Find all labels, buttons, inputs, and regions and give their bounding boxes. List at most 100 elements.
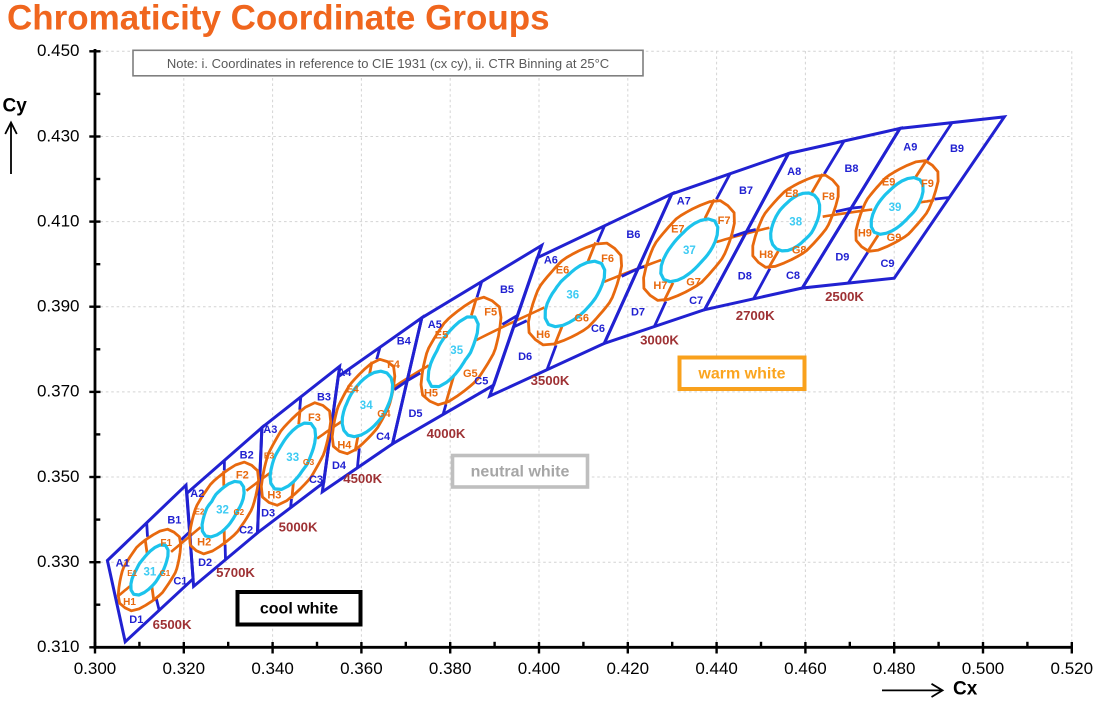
svg-text:F2: F2	[236, 470, 249, 482]
svg-text:C9: C9	[880, 258, 894, 270]
svg-text:H6: H6	[536, 329, 550, 341]
svg-text:B2: B2	[240, 450, 254, 462]
svg-text:6500K: 6500K	[153, 617, 192, 632]
svg-text:F3: F3	[308, 412, 321, 424]
svg-text:warm white: warm white	[697, 366, 785, 383]
svg-text:B5: B5	[500, 284, 514, 296]
svg-text:A2: A2	[190, 488, 204, 500]
svg-text:E4: E4	[346, 385, 359, 396]
svg-text:0.400: 0.400	[518, 659, 561, 678]
svg-text:B1: B1	[167, 515, 181, 527]
svg-text:0.380: 0.380	[429, 659, 472, 678]
svg-text:0.420: 0.420	[607, 659, 650, 678]
svg-text:D2: D2	[198, 557, 212, 569]
svg-text:33: 33	[286, 452, 299, 464]
svg-text:Cx: Cx	[953, 678, 978, 698]
svg-text:0.300: 0.300	[74, 659, 117, 678]
svg-text:0.430: 0.430	[37, 126, 80, 145]
svg-text:3500K: 3500K	[531, 373, 570, 388]
svg-text:Cy: Cy	[3, 96, 28, 117]
svg-text:G3: G3	[303, 457, 315, 467]
svg-text:0.520: 0.520	[1051, 659, 1093, 678]
svg-text:4500K: 4500K	[343, 471, 382, 486]
svg-text:H8: H8	[759, 249, 773, 261]
svg-text:Note: i. Coordinates in refere: Note: i. Coordinates in reference to CIE…	[167, 56, 609, 71]
svg-text:D6: D6	[518, 351, 532, 363]
svg-text:D3: D3	[261, 507, 275, 519]
svg-text:2700K: 2700K	[736, 308, 775, 323]
svg-text:31: 31	[144, 566, 157, 578]
svg-text:E6: E6	[556, 265, 569, 277]
svg-text:C1: C1	[173, 575, 187, 587]
svg-text:Chromaticity Coordinate Groups: Chromaticity Coordinate Groups	[7, 0, 550, 38]
svg-text:H2: H2	[197, 536, 211, 548]
svg-text:F4: F4	[387, 359, 401, 371]
svg-text:0.480: 0.480	[873, 659, 916, 678]
svg-text:E1: E1	[127, 569, 137, 578]
svg-text:5000K: 5000K	[279, 519, 318, 534]
svg-text:G4: G4	[377, 409, 391, 420]
svg-text:E2: E2	[195, 507, 205, 516]
svg-text:G5: G5	[463, 368, 478, 380]
svg-text:C7: C7	[689, 295, 703, 307]
svg-text:B8: B8	[844, 163, 858, 175]
svg-text:E3: E3	[264, 451, 275, 461]
svg-text:F9: F9	[921, 178, 934, 190]
svg-text:G7: G7	[686, 276, 701, 288]
svg-text:F7: F7	[718, 215, 731, 227]
svg-text:38: 38	[789, 217, 802, 229]
svg-text:0.330: 0.330	[37, 552, 80, 571]
svg-text:E5: E5	[435, 330, 448, 342]
svg-text:F6: F6	[601, 253, 614, 265]
svg-text:D5: D5	[408, 408, 422, 420]
svg-text:C2: C2	[239, 524, 253, 536]
svg-text:A1: A1	[116, 558, 130, 570]
svg-text:0.390: 0.390	[37, 297, 80, 316]
svg-text:H5: H5	[424, 388, 438, 400]
svg-text:B7: B7	[739, 185, 753, 197]
svg-text:G6: G6	[574, 313, 589, 325]
svg-text:F8: F8	[822, 191, 835, 203]
svg-text:A4: A4	[337, 367, 352, 379]
svg-text:G1: G1	[160, 569, 171, 578]
svg-text:F1: F1	[160, 538, 172, 549]
svg-text:2500K: 2500K	[825, 289, 864, 304]
svg-text:0.460: 0.460	[784, 659, 827, 678]
svg-text:0.440: 0.440	[695, 659, 738, 678]
svg-text:A9: A9	[903, 141, 917, 153]
svg-text:0.340: 0.340	[251, 659, 294, 678]
svg-text:34: 34	[360, 400, 373, 412]
svg-text:H1: H1	[123, 597, 136, 608]
svg-text:D9: D9	[835, 251, 849, 263]
svg-text:C8: C8	[786, 270, 800, 282]
svg-text:0.410: 0.410	[37, 211, 80, 230]
svg-text:D7: D7	[631, 307, 645, 319]
svg-text:B4: B4	[397, 336, 412, 348]
svg-text:B9: B9	[950, 143, 964, 155]
svg-text:C6: C6	[591, 323, 605, 335]
svg-text:neutral white: neutral white	[471, 464, 570, 481]
svg-text:A8: A8	[787, 166, 801, 178]
svg-text:0.310: 0.310	[37, 637, 80, 656]
svg-text:G8: G8	[792, 245, 807, 257]
svg-text:39: 39	[889, 202, 902, 214]
svg-text:36: 36	[566, 289, 579, 301]
svg-text:5700K: 5700K	[216, 565, 255, 580]
svg-text:0.450: 0.450	[37, 41, 80, 60]
svg-text:cool white: cool white	[260, 601, 338, 618]
svg-text:35: 35	[450, 345, 463, 357]
svg-text:0.370: 0.370	[37, 382, 80, 401]
svg-text:F5: F5	[484, 307, 497, 319]
svg-text:32: 32	[216, 505, 229, 517]
svg-text:H4: H4	[337, 439, 352, 451]
svg-text:H3: H3	[267, 490, 281, 502]
svg-text:C3: C3	[309, 474, 323, 486]
svg-text:E8: E8	[785, 188, 798, 200]
svg-text:A3: A3	[263, 424, 277, 436]
svg-text:D1: D1	[129, 614, 143, 626]
svg-text:B3: B3	[317, 391, 331, 403]
svg-text:C4: C4	[376, 431, 391, 443]
svg-text:H7: H7	[653, 280, 667, 292]
svg-text:G2: G2	[233, 508, 244, 517]
svg-text:0.360: 0.360	[340, 659, 383, 678]
